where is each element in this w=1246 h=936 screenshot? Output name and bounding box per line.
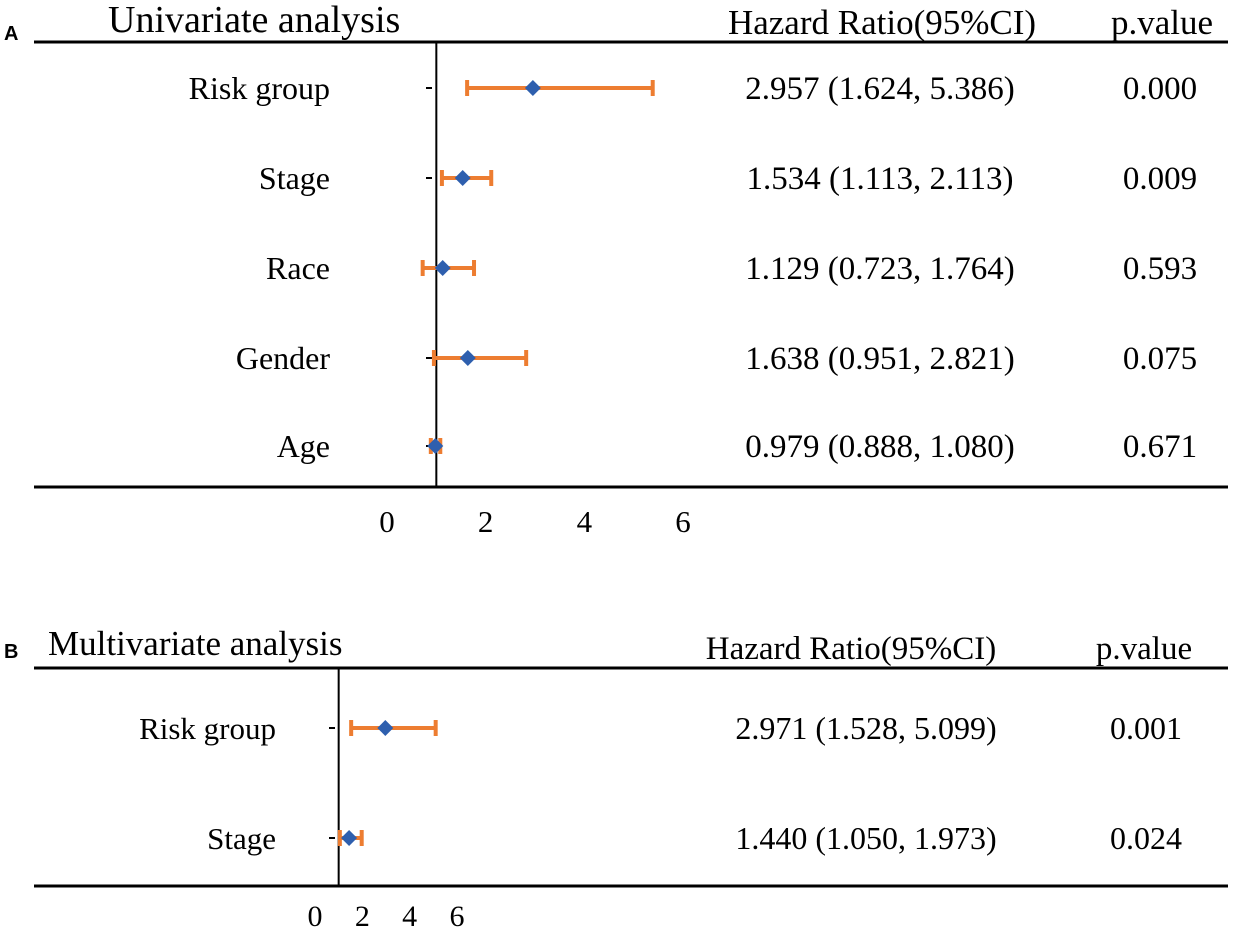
x-tick-label: 0 [379, 504, 395, 539]
x-tick-label: 4 [402, 900, 417, 933]
p-value: 0.000 [1123, 71, 1197, 107]
row-label: Risk group [189, 70, 330, 106]
row-label: Race [266, 250, 330, 286]
hr-point-marker [377, 720, 394, 736]
hazard-ratio-ci-value: 1.638 (0.951, 2.821) [745, 341, 1014, 377]
p-value-header: p.value [1111, 3, 1213, 42]
hr-point-marker [524, 80, 541, 96]
hazard-ratio-ci-value: 2.957 (1.624, 5.386) [745, 71, 1014, 107]
hazard-ratio-ci-value: 1.534 (1.113, 2.113) [746, 161, 1013, 197]
hr-point-marker [434, 260, 451, 276]
x-tick-label: 6 [675, 504, 691, 539]
hazard-ratio-header: Hazard Ratio(95%CI) [728, 3, 1036, 42]
x-tick-label: 2 [355, 900, 370, 933]
hazard-ratio-ci-value: 1.440 (1.050, 1.973) [735, 820, 996, 856]
hazard-ratio-ci-value: 0.979 (0.888, 1.080) [745, 429, 1014, 465]
panel-label-a: A [4, 23, 18, 45]
x-tick-label: 2 [478, 504, 494, 539]
p-value: 0.001 [1110, 710, 1182, 746]
hr-point-marker [427, 438, 444, 454]
hr-point-marker [454, 170, 471, 186]
panel-label-b: B [4, 641, 18, 663]
x-tick-label: 6 [450, 900, 465, 933]
row-label: Risk group [139, 711, 276, 746]
p-value: 0.593 [1123, 251, 1197, 287]
row-label: Gender [236, 340, 331, 376]
hazard-ratio-header: Hazard Ratio(95%CI) [706, 631, 996, 667]
hazard-ratio-ci-value: 2.971 (1.528, 5.099) [735, 710, 996, 746]
p-value-header: p.value [1096, 631, 1192, 667]
row-label: Stage [207, 821, 276, 856]
x-tick-label: 0 [308, 900, 323, 933]
x-tick-label: 4 [577, 504, 593, 539]
p-value: 0.009 [1123, 161, 1197, 197]
row-label: Age [277, 428, 330, 464]
row-label: Stage [259, 160, 330, 196]
p-value: 0.024 [1110, 820, 1182, 856]
p-value: 0.075 [1123, 341, 1197, 377]
panel-title: Multivariate analysis [48, 624, 343, 663]
hr-point-marker [459, 350, 476, 366]
p-value: 0.671 [1123, 429, 1197, 465]
hr-point-marker [341, 830, 358, 846]
panel-title: Univariate analysis [108, 0, 400, 41]
hazard-ratio-ci-value: 1.129 (0.723, 1.764) [745, 251, 1014, 287]
